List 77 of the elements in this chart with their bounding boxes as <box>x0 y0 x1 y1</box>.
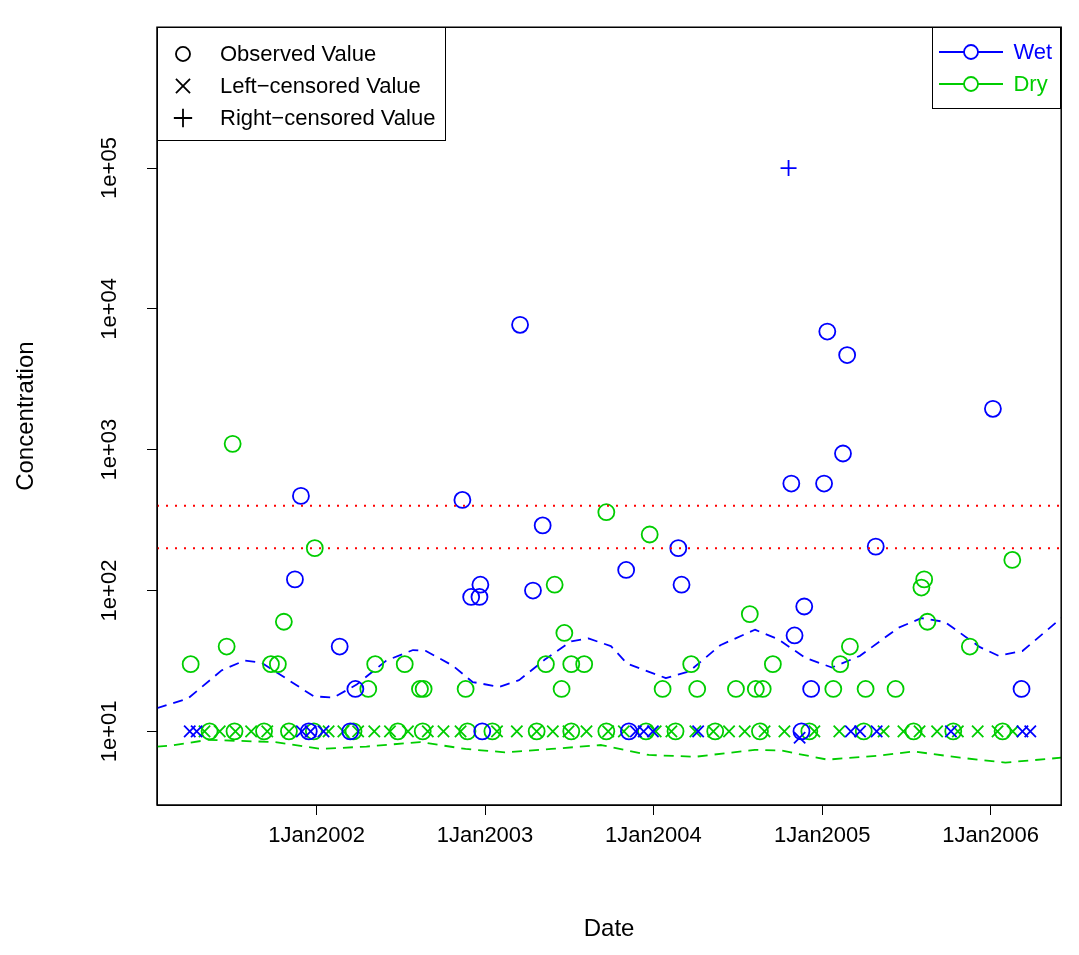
annotation: Right−censored Value <box>220 105 436 132</box>
point <box>471 575 490 594</box>
point <box>183 724 197 738</box>
point <box>795 597 814 616</box>
point <box>844 724 858 738</box>
point <box>870 724 884 738</box>
point <box>838 346 857 364</box>
point <box>930 724 944 738</box>
point <box>792 722 811 741</box>
point <box>669 539 688 558</box>
point <box>777 724 791 738</box>
y-tick-label: 1e+04 <box>96 277 122 340</box>
annotation: Left−censored Value <box>220 73 421 100</box>
point <box>617 561 636 579</box>
point <box>473 722 492 741</box>
point <box>244 724 258 738</box>
point <box>579 724 594 738</box>
point <box>401 724 415 738</box>
point <box>896 724 910 738</box>
point <box>322 724 336 738</box>
point <box>1015 724 1030 738</box>
point <box>470 588 489 606</box>
point <box>546 724 560 738</box>
point <box>330 637 349 656</box>
annotation: Observed Value <box>220 41 377 68</box>
point <box>383 724 397 738</box>
point <box>561 724 576 738</box>
point <box>785 626 804 645</box>
point <box>672 575 691 594</box>
point <box>815 474 833 493</box>
point <box>511 315 529 334</box>
point <box>367 724 381 738</box>
point <box>346 680 365 698</box>
point <box>1012 680 1031 698</box>
y-axis-title: Concentration <box>11 341 39 491</box>
legend-label: Dry <box>1013 71 1048 98</box>
point <box>453 491 472 509</box>
point <box>620 722 638 741</box>
point <box>984 399 1002 418</box>
point <box>832 724 846 738</box>
point <box>1006 724 1020 738</box>
y-tick-label: 1e+03 <box>96 418 122 481</box>
x-tick-label: 1Jan2003 <box>436 822 534 848</box>
point <box>213 724 227 738</box>
point <box>877 724 891 738</box>
point <box>462 588 481 606</box>
point <box>802 680 821 698</box>
symbol-key: Observed Value Left−censored Value Right−censored Value <box>157 27 447 142</box>
legend-label: Wet <box>1013 39 1053 66</box>
y-tick-label: 1e+05 <box>96 137 122 199</box>
point <box>1023 724 1037 738</box>
point <box>510 724 524 738</box>
y-tick-label: 1e+02 <box>96 559 122 622</box>
point <box>286 570 304 589</box>
point <box>722 724 736 738</box>
y-tick-label: 1e+01 <box>96 700 122 763</box>
x-tick-label: 1Jan2006 <box>942 822 1039 848</box>
point <box>738 724 752 738</box>
point <box>533 516 552 535</box>
x-tick-label: 1Jan2005 <box>773 822 871 848</box>
point <box>292 486 310 505</box>
point <box>818 322 837 341</box>
x-tick-label: 1Jan2002 <box>268 822 365 848</box>
point <box>190 724 204 738</box>
point <box>834 444 852 463</box>
point <box>316 724 331 738</box>
x-axis-title: Date <box>583 914 635 942</box>
point <box>299 722 318 741</box>
point <box>524 581 542 600</box>
point <box>971 724 985 738</box>
x-tick-label: 1Jan2004 <box>605 822 702 848</box>
point <box>336 724 350 738</box>
point <box>197 724 212 738</box>
point <box>866 537 885 556</box>
point <box>782 474 801 493</box>
point <box>990 724 1005 738</box>
point <box>436 724 451 738</box>
